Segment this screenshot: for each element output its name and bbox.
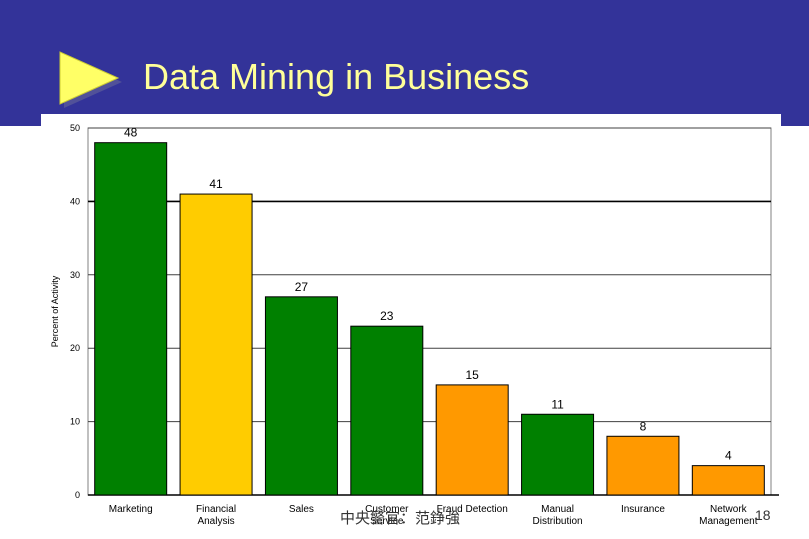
data-label: 41 — [209, 177, 223, 191]
page-number: 18 — [755, 507, 771, 523]
y-tick-label: 10 — [70, 417, 80, 427]
x-tick-label: Marketing — [109, 504, 153, 515]
data-label: 27 — [295, 280, 309, 294]
data-label: 8 — [640, 419, 647, 433]
slide-title: Data Mining in Business — [143, 56, 530, 97]
x-tick-label: Network Management — [699, 504, 758, 527]
bar — [264, 296, 338, 496]
data-label: 23 — [380, 309, 394, 323]
y-axis-label: Percent of Activity — [50, 275, 60, 347]
x-tick-label: Customer Service — [365, 504, 409, 527]
bar — [179, 193, 253, 496]
slide-footer: 中央警官：范錚強 — [340, 509, 461, 527]
bar — [606, 435, 680, 496]
x-tick-label: Insurance — [621, 504, 665, 515]
bar — [94, 142, 168, 496]
y-tick-label: 50 — [70, 123, 80, 133]
data-label: 48 — [124, 126, 138, 140]
y-tick-label: 20 — [70, 343, 80, 353]
bar — [521, 413, 595, 496]
bar — [435, 384, 509, 496]
bar — [691, 465, 765, 496]
y-tick-label: 40 — [70, 196, 80, 206]
data-label: 15 — [466, 368, 480, 382]
x-tick-label: Financial Analysis — [196, 504, 236, 527]
x-tick-label: Manual Distribution — [533, 504, 583, 527]
bar — [350, 325, 424, 496]
data-label: 11 — [551, 397, 564, 411]
slide-header — [0, 0, 809, 126]
y-tick-label: 0 — [75, 490, 80, 500]
data-label: 4 — [725, 449, 732, 463]
x-tick-label: Fraud Detection — [437, 504, 508, 515]
y-tick-label: 30 — [70, 270, 80, 280]
arrow-bullet-icon — [59, 51, 122, 108]
x-tick-label: Sales — [289, 504, 314, 515]
